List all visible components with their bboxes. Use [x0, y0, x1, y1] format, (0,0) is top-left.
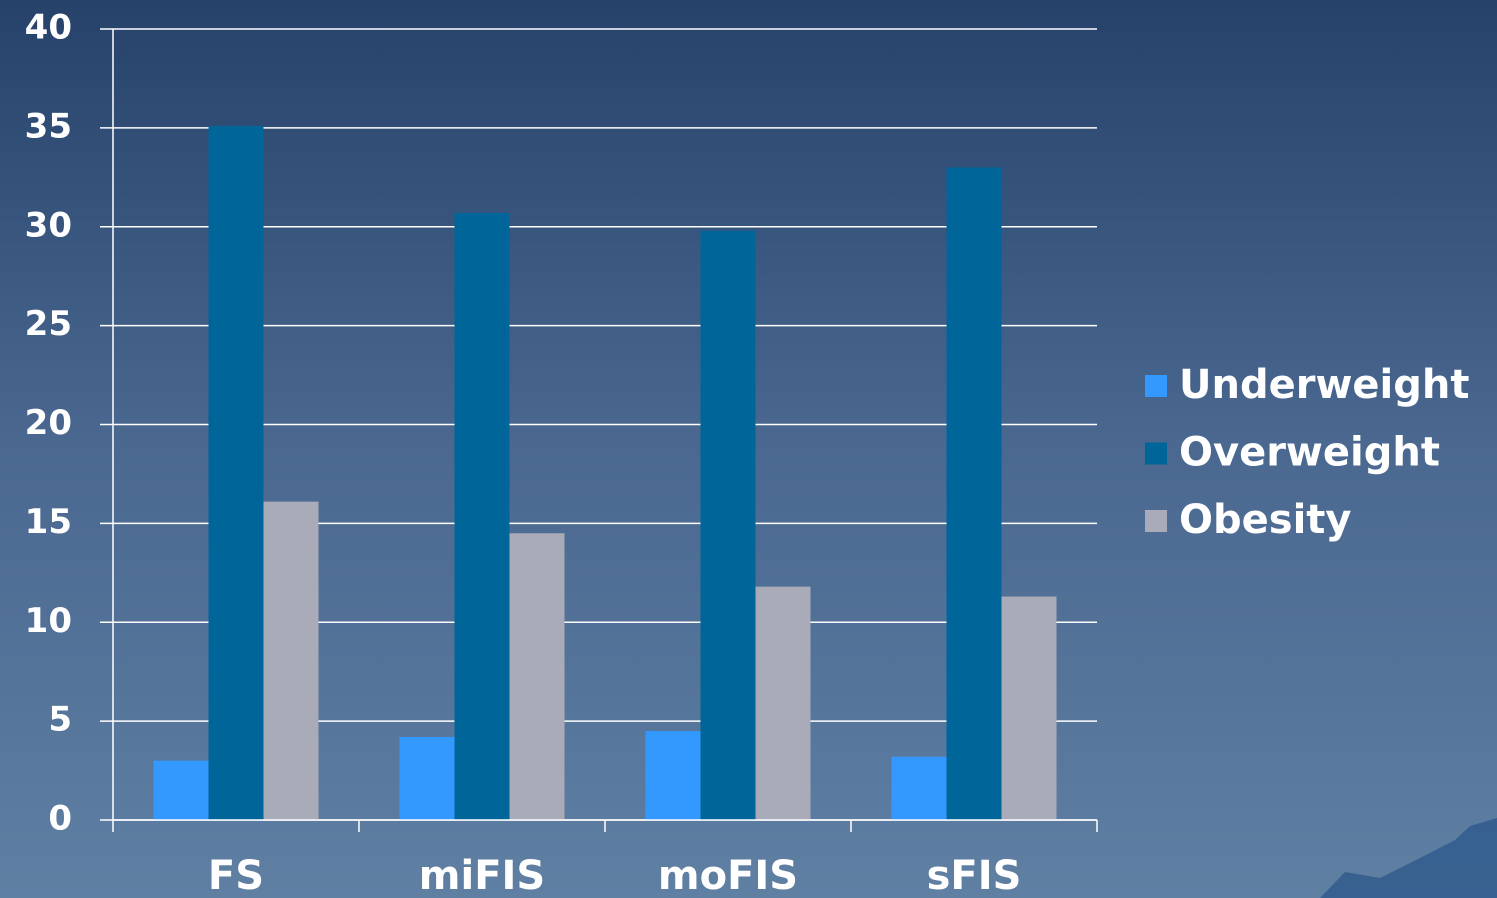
y-tick-label: 5 [48, 700, 72, 740]
legend-swatch [1145, 375, 1167, 397]
y-tick-label: 40 [25, 8, 72, 48]
bar [645, 731, 701, 820]
bar [399, 736, 455, 820]
y-tick-label: 15 [25, 502, 72, 542]
bar [891, 756, 947, 820]
x-tick-label: miFIS [419, 853, 545, 898]
decoration [1320, 818, 1497, 898]
y-tick-label: 10 [25, 601, 72, 641]
legend-label: Underweight [1179, 362, 1469, 408]
x-tick-label: moFIS [658, 853, 798, 898]
x-tick-label: sFIS [927, 853, 1022, 898]
bar [946, 167, 1002, 821]
legend-swatch [1145, 442, 1167, 465]
bar [153, 760, 209, 820]
bar [208, 125, 264, 820]
y-tick-label: 30 [25, 205, 72, 245]
bar [509, 533, 565, 820]
bar [700, 230, 756, 820]
y-tick-label: 25 [25, 304, 72, 344]
y-tick-label: 35 [25, 106, 72, 146]
legend-swatch [1145, 510, 1167, 532]
legend-label: Obesity [1179, 497, 1351, 543]
legend-label: Overweight [1179, 430, 1440, 476]
bar [454, 212, 510, 821]
bar [755, 586, 811, 820]
y-tick-label: 20 [25, 403, 72, 443]
bar [263, 501, 319, 820]
bar [1001, 596, 1057, 820]
x-tick-label: FS [208, 853, 264, 898]
y-tick-label: 0 [48, 799, 72, 839]
